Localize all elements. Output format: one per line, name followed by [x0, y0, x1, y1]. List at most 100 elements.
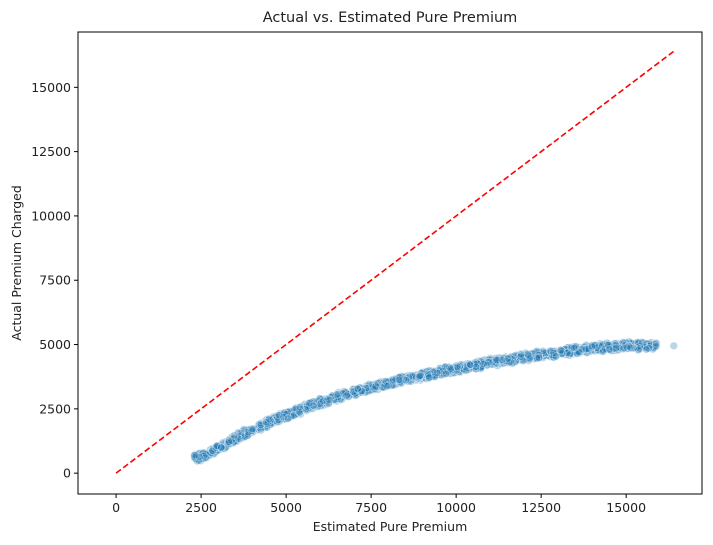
scatter-point [353, 384, 362, 393]
y-tick-label: 0 [63, 466, 71, 481]
scatter-point [262, 418, 271, 427]
y-tick-label: 5000 [39, 337, 71, 352]
scatter-point [644, 344, 653, 353]
scatter-point [212, 441, 221, 450]
scatter-point [587, 341, 596, 351]
x-axis-label: Estimated Pure Premium [313, 519, 468, 534]
x-tick-label: 5000 [270, 500, 302, 515]
scatter-point [425, 373, 434, 382]
scatter-point [342, 391, 351, 400]
y-tick-label: 2500 [39, 401, 71, 416]
scatter-point [611, 344, 620, 353]
scatter-point [590, 341, 599, 350]
scatter-point [304, 401, 313, 410]
scatter-point [652, 338, 661, 348]
x-tick-label: 12500 [521, 500, 561, 515]
scatter-point [669, 341, 678, 350]
scatter-point [442, 369, 451, 378]
scatter-point [479, 360, 488, 369]
scatter-point [274, 415, 283, 424]
scatter-point [319, 396, 328, 405]
scatter-point [332, 390, 341, 399]
scatter-point [503, 354, 513, 363]
scatter-point [626, 343, 635, 352]
scatter-point [265, 414, 274, 424]
x-tick-label: 2500 [185, 500, 217, 515]
scatter-point [605, 345, 614, 354]
scatter-point [190, 451, 199, 460]
scatter-point [634, 345, 643, 355]
scatter-point [446, 364, 455, 373]
scatter-point [373, 379, 382, 388]
scatter-point [325, 395, 334, 405]
scatter-point [615, 344, 624, 353]
scatter-point [517, 350, 526, 359]
scatter-point [256, 424, 265, 433]
scatter-point [273, 417, 282, 427]
scatter-point [282, 409, 291, 419]
scatter-point [295, 403, 304, 412]
scatter-point [549, 353, 558, 362]
scatter-point [465, 360, 475, 370]
scatter-point [217, 443, 226, 452]
scatter-point [316, 399, 325, 408]
scatter-point [497, 355, 507, 364]
x-axis-ticks: 0 2500 5000 7500 10000 12500 15000 [112, 494, 646, 515]
scatter-point [523, 350, 533, 359]
scatter-point [391, 375, 400, 384]
scatter-point [551, 348, 560, 357]
scatter-point [357, 386, 366, 395]
scatter-point [361, 384, 371, 393]
y-axis-ticks: 0 2500 5000 7500 10000 12500 15000 [31, 80, 78, 481]
scatter-point [551, 352, 561, 361]
scatter-point [461, 366, 471, 375]
scatter-point [248, 424, 257, 434]
scatter-point [492, 355, 501, 364]
scatter-point [322, 399, 331, 409]
x-tick-label: 0 [112, 500, 120, 515]
scatter-point [566, 349, 575, 358]
scatter-point [230, 431, 239, 440]
scatter-point [229, 437, 238, 447]
plot-frame [77, 31, 703, 495]
scatter-point [266, 419, 275, 428]
scatter-point [416, 371, 425, 380]
scatter-point [472, 364, 481, 374]
scatter-point [453, 362, 462, 371]
scatter-point [445, 362, 454, 372]
y-tick-label: 15000 [31, 80, 71, 95]
scatter-point [577, 344, 587, 353]
y-tick-label: 10000 [31, 208, 71, 223]
scatter-point [274, 411, 283, 420]
scatter-point [563, 348, 572, 357]
scatter-point [382, 377, 391, 386]
scatter-point [309, 401, 318, 410]
scatter-point [201, 453, 210, 462]
reference-line-layer [115, 50, 675, 474]
scatter-point [382, 381, 391, 391]
y-tick-label: 7500 [39, 273, 71, 288]
scatter-point [283, 414, 293, 423]
x-tick-label: 15000 [606, 500, 646, 515]
x-tick-label: 7500 [355, 500, 387, 515]
scatter-point [279, 413, 288, 422]
scatter-point [611, 341, 620, 350]
y-tick-label: 12500 [31, 144, 71, 159]
scatter-point [195, 452, 204, 462]
y-axis-label: Actual Premium Charged [9, 185, 24, 341]
scatter-point [593, 343, 602, 352]
scatter-point [471, 362, 481, 371]
scatter-point [239, 425, 249, 434]
scatter-point [642, 345, 651, 354]
x-tick-label: 10000 [436, 500, 476, 515]
points-layer [190, 337, 678, 466]
chart-title: Actual vs. Estimated Pure Premium [263, 10, 518, 26]
scatter-point [227, 436, 236, 445]
scatter-point [415, 372, 424, 381]
scatter-point [395, 375, 404, 384]
reference-line [115, 50, 675, 474]
scatter-point [484, 358, 493, 367]
scatter-point [598, 347, 608, 356]
